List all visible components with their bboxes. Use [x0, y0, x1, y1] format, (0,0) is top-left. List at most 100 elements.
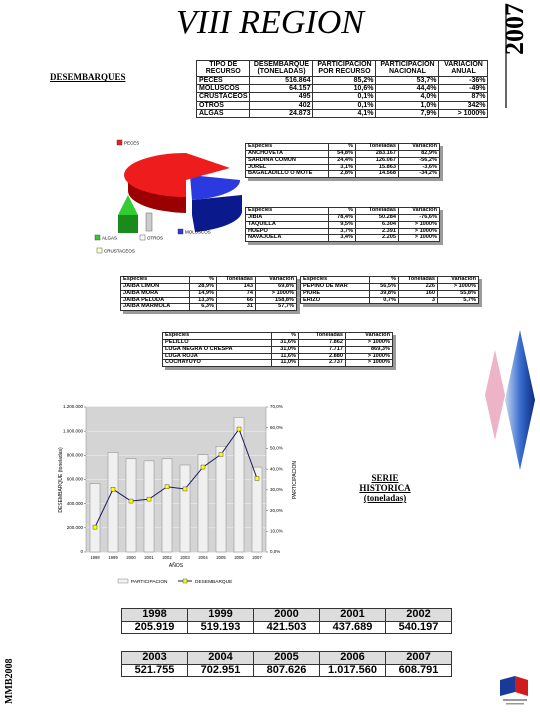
table-row: SARDINA COMUN 24,4% 126.067 -56,2%	[245, 156, 440, 165]
cell: 64.157	[249, 84, 314, 94]
data-table: Especies% Toneladas Variación PELILLO 31,6% 7…	[162, 332, 393, 368]
cell: 2.205	[355, 234, 399, 243]
cell: 2,8%	[328, 170, 356, 179]
legend-label: ALGAS	[102, 236, 117, 241]
table-row: MOLUSCOS 64.157 10,6% 44,4% -49%	[195, 84, 489, 94]
legend-label: OTROS	[147, 236, 163, 241]
table-row: OTROS 402 0,1% 1,0% 342%	[195, 100, 489, 111]
cell: CRUSTACEOS	[195, 92, 251, 102]
marker	[128, 498, 134, 504]
marker	[218, 452, 224, 457]
cell: -49%	[438, 84, 489, 94]
cell: 87%	[438, 92, 489, 102]
cell: 2006	[319, 651, 386, 665]
header-cell: PARTICIPACION NACIONAL	[375, 60, 440, 77]
header-cell: Variación	[345, 332, 393, 340]
cell: 702.951	[187, 663, 254, 678]
cell: 402	[249, 100, 314, 111]
marker	[182, 486, 188, 492]
cell: > 1000%	[437, 282, 479, 291]
cell: > 1000%	[345, 338, 393, 347]
cell: 2000	[253, 608, 320, 622]
header-cell: TIPO DE RECURSO	[195, 60, 251, 77]
y-tick-label: 400.000	[67, 501, 84, 506]
cell: 516.864	[249, 75, 314, 86]
table-row: 521.755 702.951 807.626 1.017.560 608.791	[121, 663, 452, 678]
x-tick-label: 2005	[216, 555, 226, 560]
cell: 57,7%	[255, 303, 297, 312]
data-table: Especies% Toneladas Variación JIBIA 78,4% 50.…	[245, 207, 440, 243]
cell: 1.017.560	[319, 663, 386, 678]
x-tick-label: 2004	[198, 555, 208, 560]
cell: 540.197	[385, 620, 452, 635]
cell: 53,7%	[375, 75, 440, 86]
y2-tick-label: 40,0%	[270, 466, 283, 471]
legend-label: CRUSTACEOS	[104, 249, 135, 254]
cell: 205.919	[121, 620, 188, 635]
cell: 869,3%	[345, 345, 393, 354]
cell: ALGAS	[195, 109, 251, 119]
cell: 55,8%	[437, 289, 479, 298]
cell: PECES	[195, 75, 251, 86]
table-row: JAIBA MARMOLA 6,3% 31 57,7%	[120, 303, 297, 312]
table-row: NAVAJUELA 3,4% 2.205 > 1000%	[245, 234, 440, 243]
cell: 5,7%	[437, 296, 479, 305]
marker	[254, 476, 260, 481]
cell: 4,0%	[375, 92, 440, 102]
table-row: ALGAS 24.873 4,1% 7,9% > 1000%	[195, 109, 489, 119]
y-tick-label: 0	[80, 549, 83, 554]
cell: > 1000%	[345, 352, 393, 361]
cell: 2002	[385, 608, 452, 622]
year-vertical: 2007	[500, 3, 529, 55]
cell: 495	[249, 92, 314, 102]
table-header: TIPO DE RECURSO DESEMBARQUE (TONELADAS) PA…	[195, 60, 489, 77]
y-tick-label: 200.000	[67, 525, 84, 530]
y2-axis-label: PARTICIPACION	[292, 461, 298, 499]
cell: 2003	[121, 651, 188, 665]
cell: 2001	[319, 608, 386, 622]
table-header: Especies% Toneladas Variación	[300, 276, 479, 284]
header-cell: VARIACION ANUAL	[438, 60, 489, 77]
cell: JAIBA MARMOLA	[120, 303, 190, 312]
y-tick-label: 1.000.000	[63, 428, 84, 433]
cell: 2004	[187, 651, 254, 665]
table-row: PIURE 39,8% 160 55,8%	[300, 289, 479, 298]
title: VIII REGION	[176, 4, 364, 41]
legend-swatch	[117, 578, 129, 584]
bar	[107, 452, 119, 553]
x-tick-label: 2002	[162, 555, 172, 560]
section-title: DESEMBARQUES	[50, 72, 126, 82]
legend-label: DESEMBARQUE	[195, 579, 232, 585]
cell: 521.755	[121, 663, 188, 678]
cell: 2005	[253, 651, 320, 665]
cell: 3	[398, 296, 438, 305]
bar	[197, 454, 209, 553]
y2-tick-label: 20,0%	[270, 508, 283, 513]
bar	[179, 464, 191, 553]
cell: > 1000%	[398, 234, 440, 243]
cell: 2007	[385, 651, 452, 665]
header-cell: PARTICIPACION POR RECURSO	[312, 60, 377, 77]
legend-label: MOLUSCOS	[185, 230, 211, 235]
bar	[251, 466, 263, 553]
cell: 1998	[121, 608, 188, 622]
bar	[125, 458, 137, 553]
table-row: CRUSTACEOS 495 0,1% 4,0% 87%	[195, 92, 489, 102]
line	[94, 427, 258, 528]
header-cell: DESEMBARQUE (TONELADAS)	[249, 60, 314, 77]
cell: 2.737	[298, 359, 346, 368]
data-table: Especies% Toneladas Variación PEPINO DE MAR…	[300, 276, 479, 305]
pie	[118, 153, 242, 233]
cell: 519.193	[187, 620, 254, 635]
cell: BAGALADILLO O MOTE	[245, 170, 329, 179]
bar	[233, 417, 245, 553]
decor-diamond	[505, 330, 535, 470]
table-row: JAIBA MORA 14,9% 74 > 1000%	[120, 289, 297, 298]
x-axis-label: AÑOS	[169, 562, 184, 569]
table-row: PEPINO DE MAR 56,5% 226 > 1000%	[300, 282, 479, 291]
y2-tick-label: 70,0%	[270, 404, 283, 409]
logo	[500, 676, 528, 705]
legend-swatch	[182, 578, 188, 584]
